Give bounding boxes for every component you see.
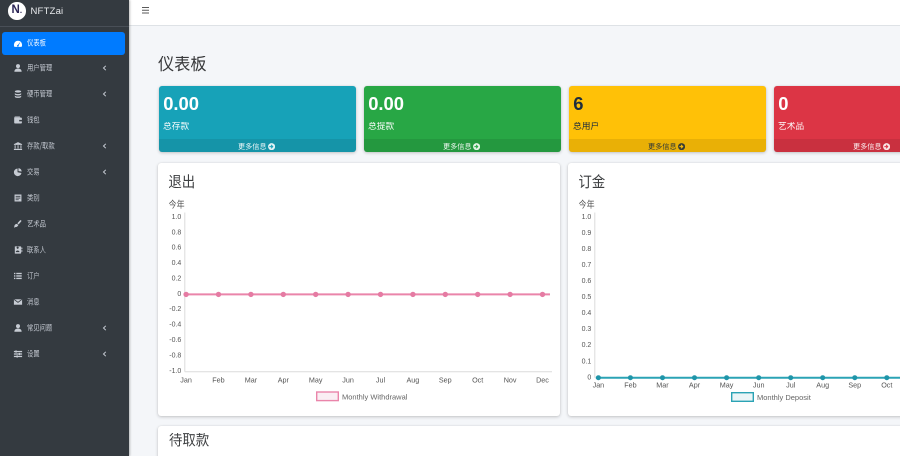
svg-text:0.4: 0.4 xyxy=(582,310,592,317)
svg-text:Feb: Feb xyxy=(624,380,636,389)
svg-text:Jan: Jan xyxy=(180,375,192,384)
svg-text:Dec: Dec xyxy=(536,375,549,384)
svg-text:0.2: 0.2 xyxy=(582,342,592,349)
svg-text:0.5: 0.5 xyxy=(582,294,592,301)
svg-text:0.3: 0.3 xyxy=(582,326,592,333)
svg-text:Oct: Oct xyxy=(472,375,483,384)
svg-text:0: 0 xyxy=(177,291,181,298)
svg-text:May: May xyxy=(720,380,734,389)
svg-text:-0.2: -0.2 xyxy=(169,306,181,313)
svg-text:Apr: Apr xyxy=(689,380,701,389)
svg-text:0.6: 0.6 xyxy=(172,245,182,252)
svg-text:May: May xyxy=(309,375,323,384)
svg-text:-0.8: -0.8 xyxy=(169,352,181,359)
svg-text:0.9: 0.9 xyxy=(582,230,592,237)
svg-text:Jun: Jun xyxy=(342,375,354,384)
svg-text:Aug: Aug xyxy=(816,380,829,389)
svg-text:Jul: Jul xyxy=(376,375,386,384)
svg-text:Mar: Mar xyxy=(245,375,258,384)
svg-text:Jun: Jun xyxy=(753,380,765,389)
svg-text:Nov: Nov xyxy=(504,375,517,384)
svg-text:Jul: Jul xyxy=(786,380,796,389)
svg-text:Mar: Mar xyxy=(656,380,669,389)
svg-text:0.8: 0.8 xyxy=(582,246,592,253)
svg-text:0.4: 0.4 xyxy=(172,260,182,267)
svg-text:0.7: 0.7 xyxy=(582,262,592,269)
svg-text:0.6: 0.6 xyxy=(582,278,592,285)
svg-text:Apr: Apr xyxy=(278,375,290,384)
svg-text:0: 0 xyxy=(587,374,591,381)
svg-text:-0.4: -0.4 xyxy=(169,322,181,329)
svg-text:Aug: Aug xyxy=(407,375,420,384)
svg-text:Jan: Jan xyxy=(593,380,605,389)
svg-text:0.1: 0.1 xyxy=(582,358,592,365)
svg-text:1.0: 1.0 xyxy=(172,214,182,221)
svg-text:Feb: Feb xyxy=(212,375,224,384)
svg-text:0.8: 0.8 xyxy=(172,229,182,236)
svg-text:Monthly Withdrawal: Monthly Withdrawal xyxy=(342,392,408,401)
svg-text:Monthly Deposit: Monthly Deposit xyxy=(757,393,812,402)
svg-text:Oct: Oct xyxy=(881,380,892,389)
svg-text:Sep: Sep xyxy=(439,375,452,384)
svg-text:-1.0: -1.0 xyxy=(169,368,181,375)
svg-text:1.0: 1.0 xyxy=(582,214,592,221)
svg-text:-0.6: -0.6 xyxy=(169,337,181,344)
svg-text:0.2: 0.2 xyxy=(172,276,182,283)
svg-text:Sep: Sep xyxy=(848,380,861,389)
